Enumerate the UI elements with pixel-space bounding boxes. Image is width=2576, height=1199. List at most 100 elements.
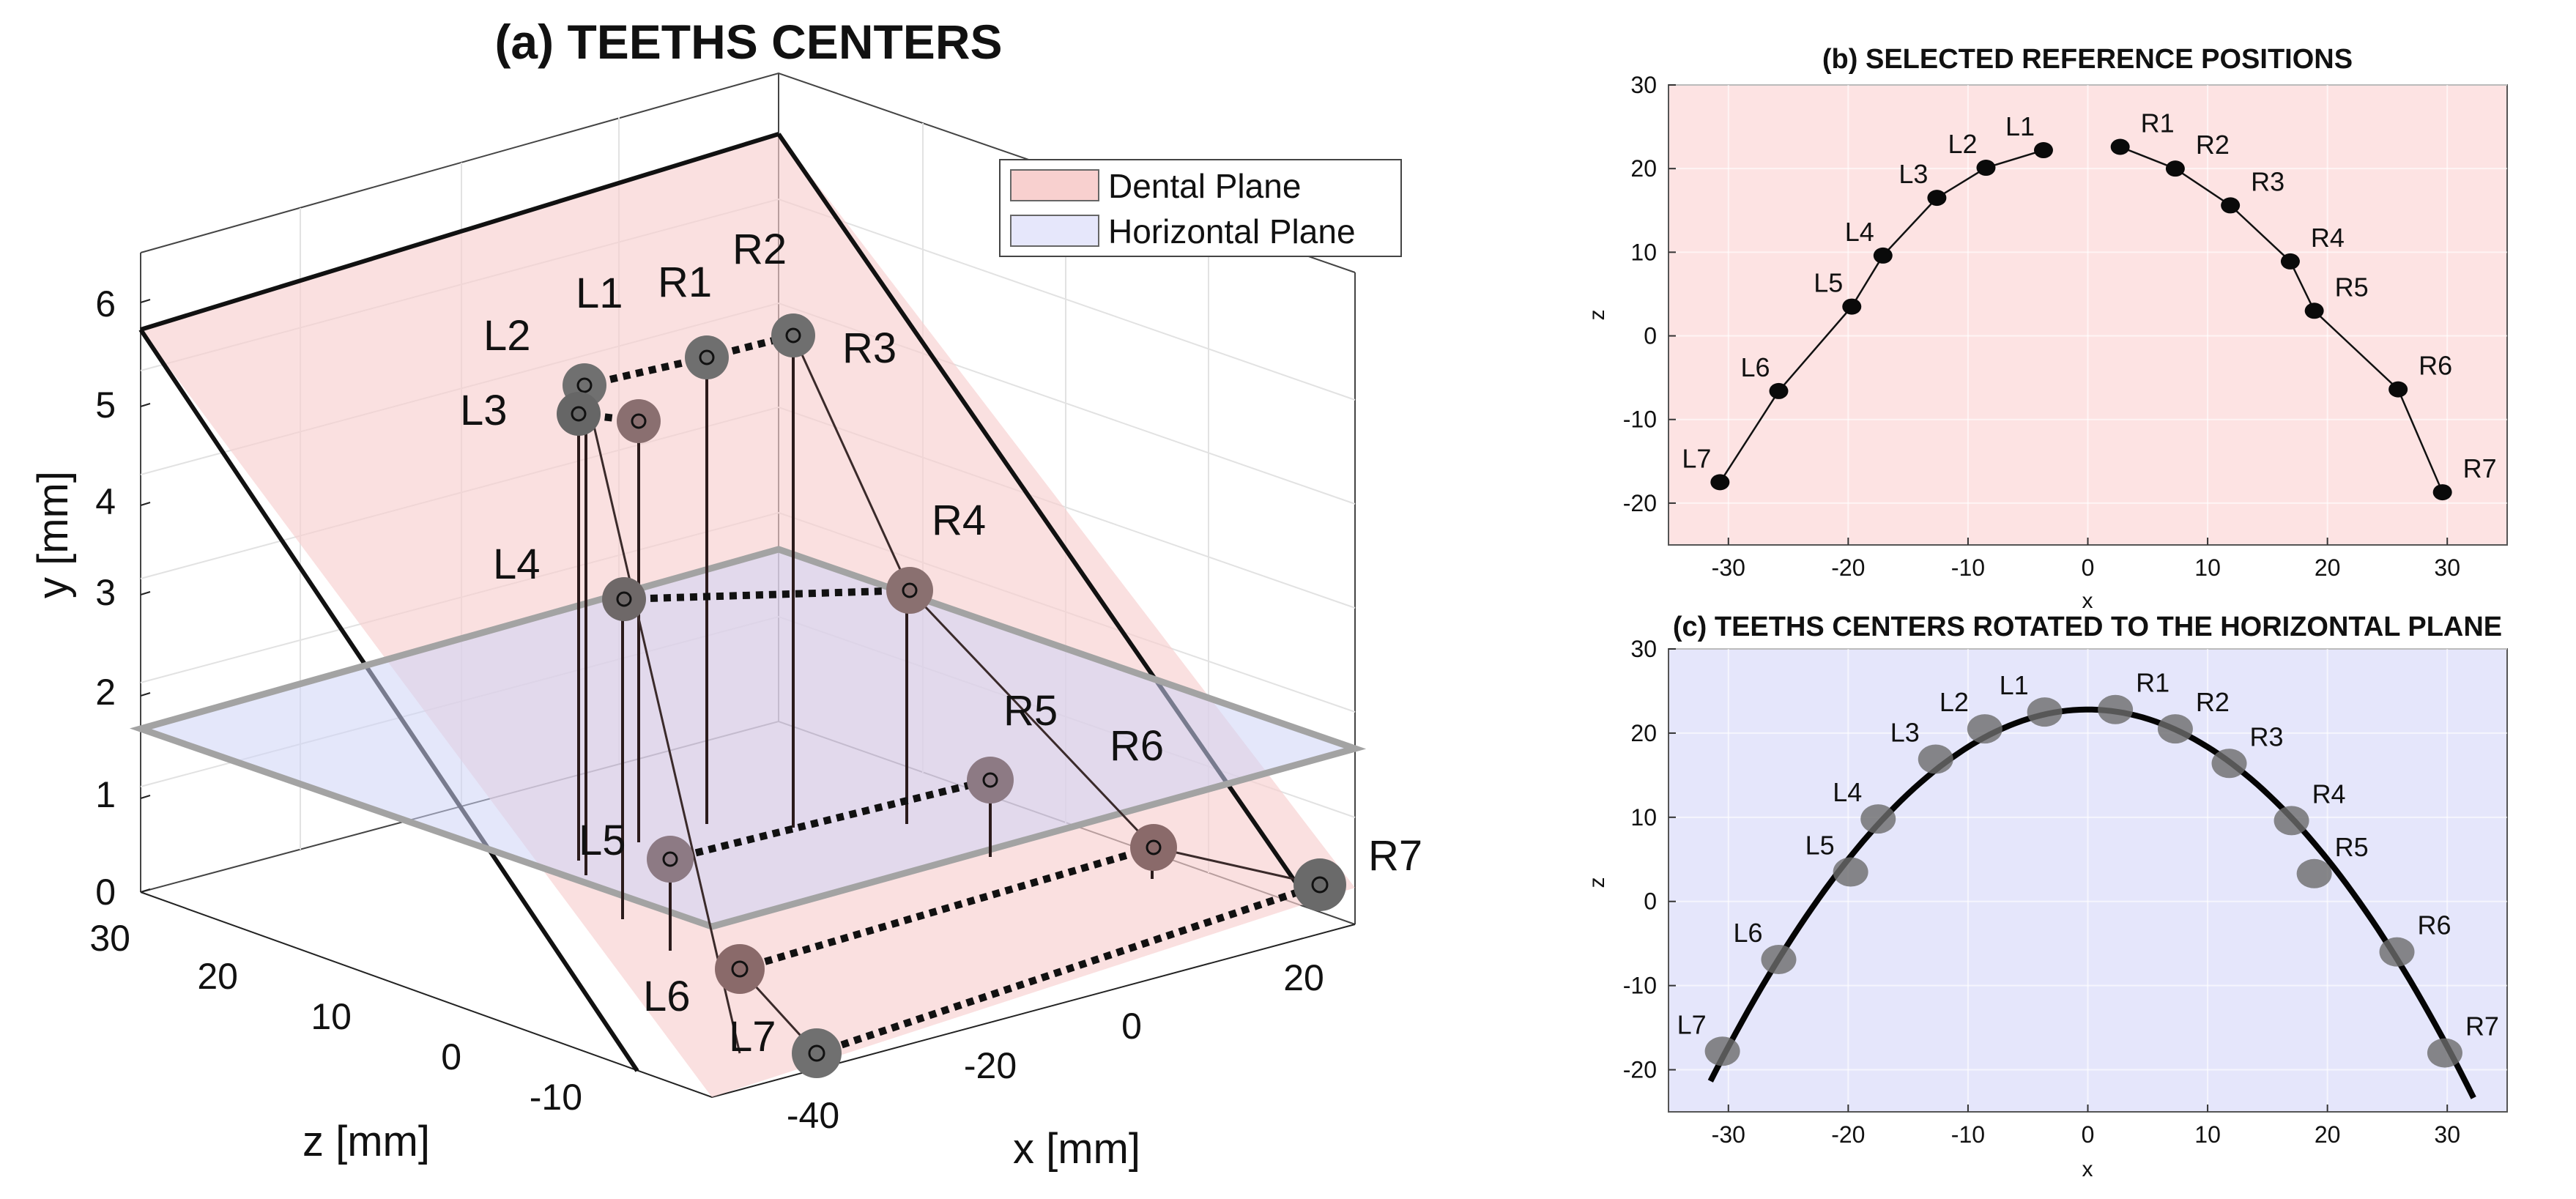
point-label-L2: L2 bbox=[483, 312, 531, 360]
panel-c-points bbox=[1704, 694, 2462, 1068]
y-tick-mark bbox=[140, 502, 151, 506]
panel-c: (c) TEETHS CENTERS ROTATED TO THE HORIZO… bbox=[1585, 612, 2508, 1181]
legend-label-dental: Dental Plane bbox=[1108, 167, 1301, 205]
y-tick-label: 30 bbox=[1630, 72, 1657, 98]
x-tick-label: 0 bbox=[2082, 554, 2095, 581]
y-tick-mark bbox=[140, 299, 151, 303]
point-label-R1: R1 bbox=[2136, 668, 2169, 698]
pair-line bbox=[623, 587, 910, 603]
tooth-center-ring bbox=[631, 413, 647, 429]
point-label-L5: L5 bbox=[1805, 831, 1835, 861]
x-axis-label: x [mm] bbox=[1013, 1125, 1140, 1173]
point-R3 bbox=[2211, 749, 2247, 779]
x-tick-label: -20 bbox=[1831, 1121, 1865, 1148]
connector-line bbox=[908, 589, 1155, 849]
y-ticks bbox=[140, 299, 151, 893]
point-L1 bbox=[2033, 142, 2053, 159]
tooth-center-ring bbox=[616, 591, 632, 607]
panel-b-x-label: x bbox=[2082, 589, 2093, 613]
point-L6 bbox=[1761, 945, 1797, 975]
y-tick-label: 1 bbox=[95, 774, 116, 815]
point-label-R3: R3 bbox=[842, 324, 897, 372]
tooth-center-marker bbox=[792, 1028, 842, 1078]
point-label-L7: L7 bbox=[729, 1013, 776, 1061]
point-R2 bbox=[2157, 714, 2193, 744]
y-tick-label: -20 bbox=[1623, 490, 1657, 516]
point-label-R1: R1 bbox=[658, 259, 712, 306]
z-tick-label: 30 bbox=[89, 918, 130, 959]
connector-line bbox=[1153, 846, 1321, 886]
legend-swatch-horizontal bbox=[1010, 215, 1099, 247]
point-label-L3: L3 bbox=[460, 387, 508, 434]
panel-c-y-label: z bbox=[1585, 877, 1609, 888]
panel-c-title: (c) TEETHS CENTERS ROTATED TO THE HORIZO… bbox=[1673, 612, 2502, 642]
y-tick-mark bbox=[140, 692, 151, 697]
grid-line bbox=[778, 198, 1356, 401]
panel-a-title: (a) TEETHS CENTERS bbox=[494, 15, 1002, 69]
point-L5 bbox=[1833, 857, 1868, 887]
tooth-center-ring bbox=[902, 582, 918, 598]
point-label-R7: R7 bbox=[2463, 453, 2497, 483]
point-R1 bbox=[685, 335, 729, 379]
tooth-center-marker bbox=[617, 399, 661, 443]
pair-line bbox=[578, 410, 639, 425]
panel-c-x-label: x bbox=[2082, 1157, 2093, 1181]
x-tick-label: 20 bbox=[2315, 554, 2341, 581]
point-R4 bbox=[2280, 253, 2300, 270]
x-tick-label: 20 bbox=[1283, 957, 1324, 998]
x-tick-label: -10 bbox=[1951, 1121, 1985, 1148]
point-R6 bbox=[1130, 824, 1177, 871]
x-tick-label: 10 bbox=[2194, 1121, 2221, 1148]
x-axis-3d: -40 -20 0 20 x [mm] bbox=[787, 957, 1324, 1173]
pair-line bbox=[669, 776, 992, 863]
panel-b-ticks: -30 -20 -10 0 10 20 30 -20 -10 0 10 20 30 bbox=[1623, 72, 2460, 581]
point-R1 bbox=[2098, 694, 2134, 724]
point-label-L1: L1 bbox=[576, 270, 623, 317]
tooth-center-ring bbox=[699, 349, 715, 365]
y-tick-label: -10 bbox=[1623, 407, 1657, 433]
point-R6 bbox=[2379, 937, 2415, 967]
panel-c-ticks: -30 -20 -10 0 10 20 30 -20 -10 0 10 20 30 bbox=[1623, 636, 2460, 1148]
point-L5 bbox=[647, 836, 694, 883]
y-tick-mark bbox=[140, 795, 151, 799]
point-R7 bbox=[1293, 858, 1346, 911]
point-label-R7: R7 bbox=[2465, 1011, 2499, 1042]
point-label-R6: R6 bbox=[2419, 351, 2452, 381]
point-label-L2: L2 bbox=[1948, 129, 1977, 159]
y-tick-label: -20 bbox=[1623, 1057, 1657, 1083]
x-tick-label: -10 bbox=[1951, 554, 1985, 581]
y-tick-label: 6 bbox=[95, 283, 116, 324]
point-label-R6: R6 bbox=[1110, 722, 1164, 770]
tooth-center-ring bbox=[1311, 876, 1329, 894]
panel-b: (b) SELECTED REFERENCE POSITIONS -30 -20-… bbox=[1585, 44, 2508, 613]
y-tick-label: 20 bbox=[1630, 155, 1657, 182]
panel-b-title: (b) SELECTED REFERENCE POSITIONS bbox=[1822, 44, 2353, 75]
x-tick-label: 0 bbox=[1121, 1006, 1142, 1047]
point-label-R6: R6 bbox=[2418, 910, 2451, 940]
point-L3 bbox=[1927, 190, 1947, 207]
tooth-center-marker bbox=[557, 392, 601, 436]
point-R5 bbox=[2296, 858, 2332, 888]
point-label-R3: R3 bbox=[2250, 721, 2284, 751]
tooth-center-marker bbox=[685, 335, 729, 379]
panel-b-y-label: z bbox=[1585, 310, 1609, 321]
point-L3 bbox=[617, 399, 661, 443]
x-tick-label: 0 bbox=[2082, 1121, 2095, 1148]
point-label-R4: R4 bbox=[2311, 223, 2345, 253]
tooth-center-marker bbox=[647, 836, 694, 883]
y-tick-label: 3 bbox=[95, 572, 116, 613]
point-label-L3: L3 bbox=[1898, 159, 1928, 189]
y-tick-label: 0 bbox=[1644, 888, 1657, 915]
z-tick-label: -10 bbox=[530, 1077, 582, 1118]
x-tick-label: -20 bbox=[1831, 554, 1865, 581]
y-tick-label: 5 bbox=[95, 385, 116, 426]
point-R5 bbox=[967, 757, 1014, 803]
point-label-R3: R3 bbox=[2251, 166, 2284, 196]
y-tick-label: 0 bbox=[95, 872, 116, 913]
point-label-L6: L6 bbox=[643, 973, 691, 1020]
point-L6 bbox=[1769, 382, 1789, 399]
y-tick-label: 20 bbox=[1630, 720, 1657, 746]
point-L4 bbox=[1860, 804, 1896, 834]
point-label-L5: L5 bbox=[579, 817, 626, 864]
point-R4 bbox=[2274, 806, 2309, 836]
